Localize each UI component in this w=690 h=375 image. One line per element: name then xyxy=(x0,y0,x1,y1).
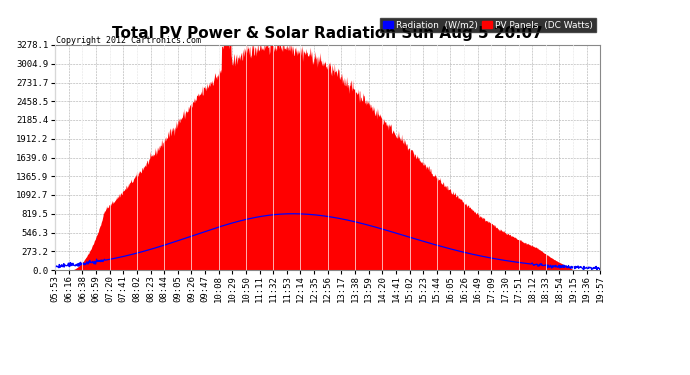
Legend: Radiation  (W/m2), PV Panels  (DC Watts): Radiation (W/m2), PV Panels (DC Watts) xyxy=(380,18,595,32)
Title: Total PV Power & Solar Radiation Sun Aug 5 20:07: Total PV Power & Solar Radiation Sun Aug… xyxy=(112,26,543,41)
Text: Copyright 2012 Cartronics.com: Copyright 2012 Cartronics.com xyxy=(56,36,201,45)
